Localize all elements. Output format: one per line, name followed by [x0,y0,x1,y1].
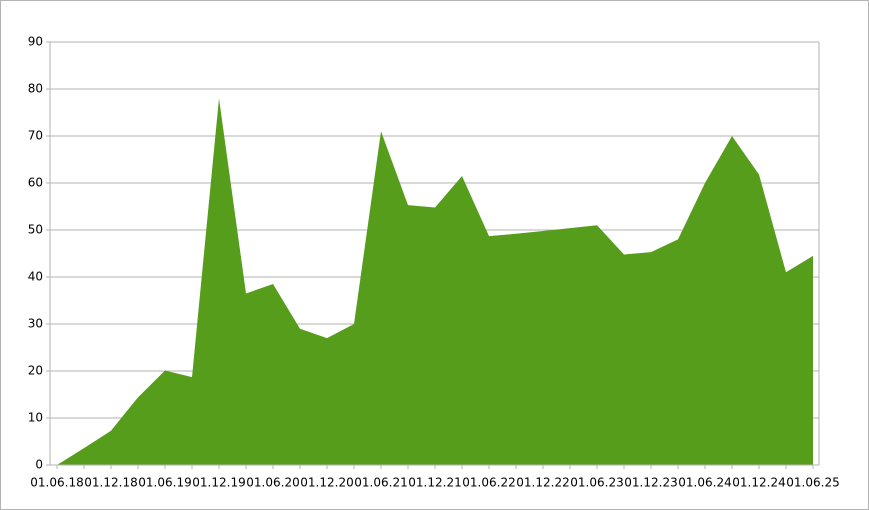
y-tick-label: 0 [35,458,43,472]
y-tick-label: 60 [28,176,43,190]
y-tick-label: 30 [28,317,43,331]
x-tick-label: 01.06.20 [246,476,299,490]
x-tick-label: 01.12.22 [516,476,569,490]
x-tick-label: 01.12.19 [192,476,245,490]
x-tick-label: 01.06.24 [678,476,731,490]
y-tick-label: 40 [28,270,43,284]
x-tick-label: 01.12.23 [624,476,677,490]
x-tick-label: 01.06.25 [786,476,839,490]
x-tick-label: 01.06.21 [354,476,407,490]
y-tick-label: 20 [28,364,43,378]
x-tick-label: 01.12.20 [300,476,353,490]
x-tick-label: 01.06.18 [30,476,83,490]
y-tick-label: 90 [28,35,43,49]
x-tick-label: 01.06.22 [462,476,515,490]
x-tick-label: 01.12.24 [732,476,785,490]
area [57,98,813,466]
y-tick-label: 10 [28,411,43,425]
x-tick-label: 01.06.23 [570,476,623,490]
x-tick-label: 01.06.19 [138,476,191,490]
y-tick-label: 70 [28,129,43,143]
x-tick-label: 01.12.18 [84,476,137,490]
x-tick-label: 01.12.21 [408,476,461,490]
y-tick-label: 80 [28,82,43,96]
y-tick-label: 50 [28,223,43,237]
